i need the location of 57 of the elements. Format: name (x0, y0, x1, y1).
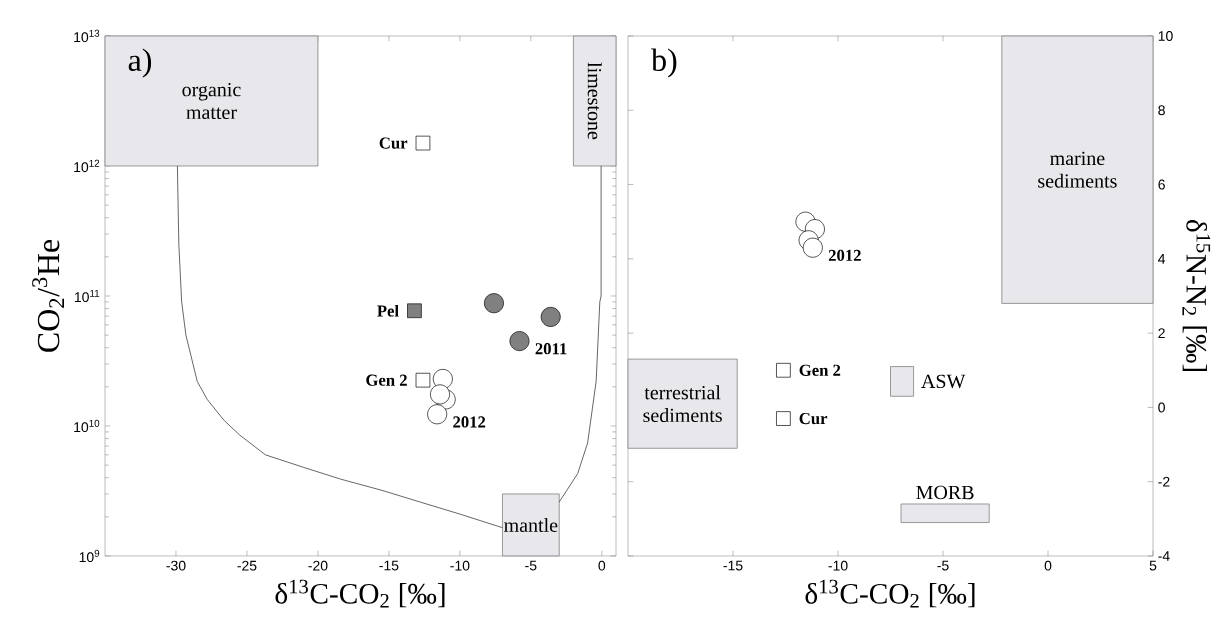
chart-title: b) (651, 48, 677, 78)
point (407, 303, 422, 319)
x-tick-label: -20 (308, 560, 328, 571)
x-tick-label: -5 (937, 560, 949, 571)
x-tick-label: 0 (598, 560, 606, 571)
series-label: organic matter (182, 82, 241, 120)
x-tick-label: -10 (450, 560, 470, 571)
point (802, 237, 823, 258)
point (509, 331, 530, 351)
y-tick-label: 10$^{10}$ (74, 419, 100, 433)
series-label: 2011 (535, 343, 567, 355)
y-tick-label: 10$^{11}$ (74, 289, 100, 303)
y-axis-title: CO$_{2}$/$^{3}$He (32, 239, 64, 352)
x-axis-title: δ$^{13}$C-CO$_{2}$ [‰] (275, 579, 445, 608)
series-label: Cur (799, 412, 828, 425)
x-tick-label: -5 (525, 560, 537, 571)
point (427, 404, 448, 425)
x-axis-title: δ$^{13}$C-CO$_{2}$ [‰] (805, 579, 975, 608)
series-label: ASW (921, 374, 966, 389)
y2-tick-label: -4 (1158, 551, 1170, 561)
x-tick-label: -10 (828, 560, 848, 571)
point (415, 135, 431, 151)
point (430, 384, 450, 405)
y2-tick-label: 10 (1158, 31, 1173, 41)
y-tick-label: 10$^{12}$ (74, 159, 100, 173)
y2-tick-label: 0 (1158, 402, 1165, 413)
y2-tick-label: 4 (1158, 254, 1166, 264)
series-label: 2012 (828, 249, 861, 261)
series-label: MORB (916, 485, 974, 500)
y-tick-label: 10$^{9}$ (79, 549, 100, 563)
y2-axis-title: δ$^{15}$N-N$_{2}$ [‰] (1182, 219, 1211, 371)
series-label: mantle (504, 517, 558, 532)
y2-tick-label: 2 (1158, 328, 1165, 339)
series-label: Pel (377, 304, 399, 317)
y2-tick-label: -2 (1158, 476, 1170, 487)
x-tick-label: -15 (723, 560, 743, 571)
x-tick-label: -25 (237, 560, 257, 571)
point (776, 363, 791, 378)
point (540, 306, 561, 327)
y2-tick-label: 8 (1158, 105, 1165, 116)
series-label: 2012 (453, 416, 486, 428)
x-tick-label: -30 (166, 560, 186, 571)
y2-tick-label: 6 (1158, 179, 1165, 190)
point (415, 372, 431, 388)
x-tick-label: 5 (1149, 560, 1157, 571)
legend-label: terrestrial sediments (643, 385, 722, 423)
series-label: Gen 2 (799, 364, 841, 376)
x-tick-label: -15 (379, 560, 399, 571)
y-tick-label: 10$^{13}$ (74, 29, 100, 43)
series-label: Gen 2 (366, 374, 407, 386)
legend-label: limestone (587, 62, 602, 140)
series-label: marine sediments (1038, 151, 1117, 188)
series-label: Cur (379, 137, 408, 149)
chart-title: a) (128, 48, 152, 78)
point (776, 411, 791, 426)
x-tick-label: 0 (1044, 560, 1052, 571)
point (483, 293, 504, 314)
